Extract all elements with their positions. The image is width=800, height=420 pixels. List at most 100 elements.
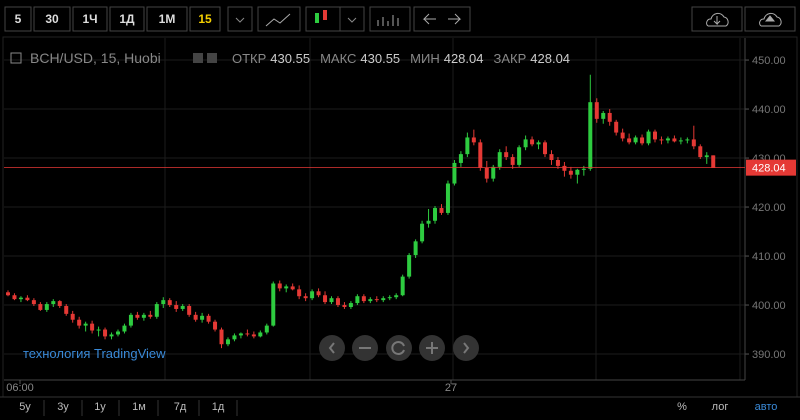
candle-body [575,169,580,175]
candle-body [530,139,535,145]
candle-body [316,291,321,296]
collapse-icon[interactable] [10,52,22,64]
candle-body [213,321,218,330]
candle-body [678,140,683,142]
scale-option[interactable]: % [677,401,687,413]
icon [328,342,335,354]
range-button[interactable]: 1д [212,401,225,413]
toolbar-tools [227,6,796,32]
candle-body [452,162,457,184]
candle-body [135,314,140,318]
candle-body [303,296,308,299]
scale-option[interactable]: авто [755,401,778,413]
candle-body [601,112,606,119]
interval-button[interactable] [189,6,221,32]
candle-body [154,304,159,317]
candle-body [581,168,586,170]
icon[interactable] [207,53,217,63]
candle-body [290,286,295,290]
candle-body [478,142,483,168]
candle-body [51,301,56,305]
candle-body [122,325,127,332]
interval-label: 1Д [119,12,135,26]
interval-button[interactable] [109,6,145,32]
candle-body [588,102,593,169]
y-tick-label: 390.00 [752,349,786,361]
candle-body [25,297,30,301]
x-tick-label: 27 [445,382,457,394]
candle-body [355,296,360,304]
toolbar: 5 30 1Ч 1Д 1М 15 [4,6,221,32]
candle-body [394,295,399,298]
interval-button[interactable] [33,6,71,32]
scale-option[interactable]: лог [712,401,729,413]
symbol: BCH/USD, 15, Huobi [30,50,161,66]
candle-body [640,137,645,144]
range-button[interactable]: 1м [132,401,146,413]
candle-body [103,329,108,337]
y-tick-label: 400.00 [752,300,786,312]
candle-body [711,155,716,168]
ohlc-values: ОТКР 430.55 МАКС 430.55 МИН 428.04 ЗАКР 428.04 [232,51,570,66]
range-button[interactable]: 1y [94,401,106,413]
candle-body [627,138,632,143]
ohlc-label: ЗАКР [493,51,526,66]
ohlc-label: ОТКР [232,51,266,66]
candle-body [174,305,179,309]
candle-body [471,137,476,143]
candle-body [387,297,392,299]
candle-body [258,332,263,337]
save-button[interactable] [744,6,796,32]
dropdown[interactable] [339,6,365,32]
candle-body [400,276,405,296]
candle-body [704,155,709,158]
candle-body [607,112,612,122]
icon [463,342,470,354]
candle-body [614,121,619,133]
interval-button[interactable] [4,6,32,32]
candle-body [691,139,696,147]
candle-body [44,304,49,310]
candle-body [381,298,386,301]
candle-body [445,183,450,213]
indicators-button[interactable] [369,6,411,32]
range-button[interactable]: 5y [19,401,31,413]
candle-body [232,335,237,340]
interval-button[interactable] [72,6,108,32]
undo-redo[interactable] [413,6,471,32]
candle-body [206,315,211,322]
interval-label: 30 [45,12,59,26]
candle-body [251,334,256,337]
icon [347,17,357,23]
candle-body [271,283,276,326]
candle-body [180,306,185,309]
ohlc-value: 428.04 [444,51,484,66]
interval-button[interactable] [146,6,188,32]
load-button[interactable] [691,6,743,32]
icon [323,10,327,20]
candle-body [57,301,62,307]
icon[interactable] [193,53,203,63]
candle-body [284,286,289,289]
scroll-left[interactable] [319,335,345,361]
interval-label: 15 [198,12,212,26]
scroll-right[interactable] [453,335,479,361]
candle-body [96,329,101,331]
candle-body [653,131,657,140]
candle-body [633,137,638,143]
candle-body [193,314,198,320]
candle-body [484,167,489,179]
last-price-box [746,159,796,176]
range-button[interactable]: 3y [57,401,69,413]
chart-style-button[interactable] [257,6,301,32]
candle-body [523,139,528,148]
candle-body [458,154,463,163]
candle-body [64,306,69,314]
candle-body [620,132,625,139]
candle-body [310,291,315,299]
range-button[interactable]: 7д [174,401,187,413]
dropdown[interactable] [227,6,253,32]
reset[interactable] [386,335,412,361]
candle-body [413,241,418,256]
